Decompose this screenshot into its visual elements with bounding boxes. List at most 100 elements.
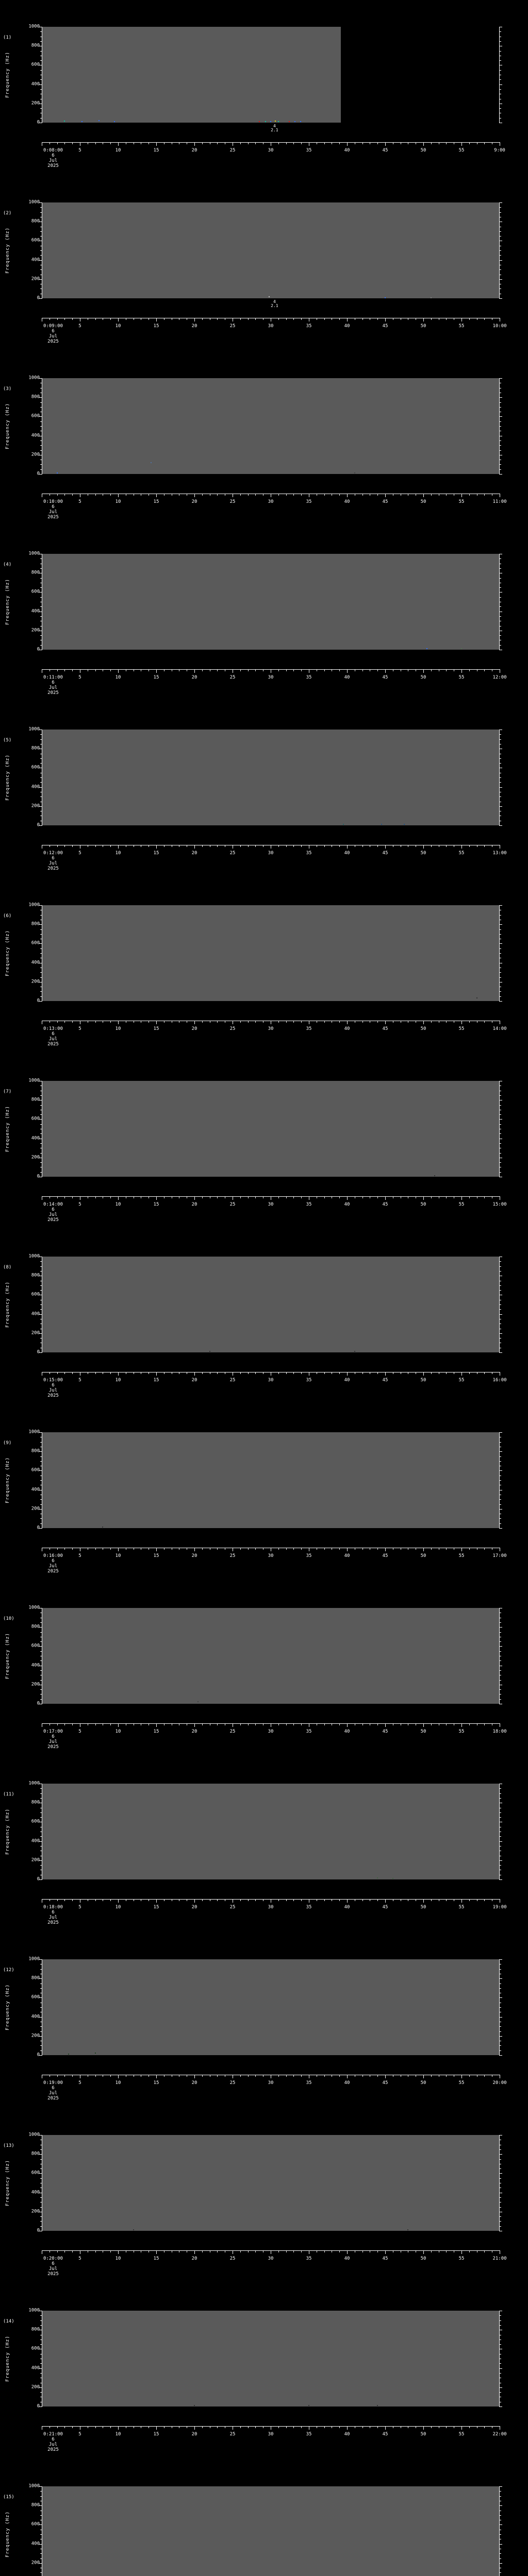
x-axis-tick bbox=[339, 2250, 340, 2252]
x-axis-tick bbox=[347, 669, 348, 673]
y-axis-tick bbox=[40, 1680, 42, 1681]
x-axis-tick bbox=[347, 1196, 348, 1200]
x-axis-tick-label: 35 bbox=[306, 324, 312, 329]
x-axis-tick-label: 20 bbox=[191, 1553, 197, 1558]
x-axis-tick-label: 5 bbox=[78, 2256, 81, 2261]
y-axis-tick-label: 600 bbox=[31, 940, 40, 946]
x-axis-tick-label: 50 bbox=[420, 148, 426, 153]
x-axis-tick bbox=[469, 1021, 470, 1023]
x-axis-tick bbox=[469, 142, 470, 144]
x-axis-tick-label: 50 bbox=[420, 324, 426, 329]
y-axis-tick bbox=[499, 464, 501, 465]
x-axis-tick bbox=[461, 494, 462, 497]
y-axis-tick bbox=[40, 1114, 42, 1115]
x-axis-tick bbox=[194, 1548, 195, 1551]
x-axis-tick bbox=[286, 845, 287, 847]
x-axis-date-part: 6 bbox=[52, 329, 55, 334]
x-axis-tick-label: 45 bbox=[382, 1202, 388, 1207]
x-axis-tick bbox=[240, 494, 241, 496]
y-axis-tick bbox=[40, 777, 42, 778]
y-axis-tick bbox=[499, 445, 501, 446]
x-axis-tick bbox=[293, 494, 294, 496]
y-axis-tick bbox=[39, 260, 42, 261]
x-axis-tick-label: 25 bbox=[229, 1905, 236, 1910]
x-axis-tick-label: 55 bbox=[458, 1026, 465, 1031]
x-axis-tick-label: 30 bbox=[268, 324, 274, 329]
plot-area bbox=[42, 730, 500, 825]
y-axis-tick-label: 0 bbox=[37, 647, 40, 652]
x-axis-tick bbox=[156, 1548, 157, 1551]
x-axis bbox=[42, 1723, 500, 1727]
data-point bbox=[342, 823, 344, 825]
x-axis-tick-label: 45 bbox=[382, 1553, 388, 1558]
y-axis-tick bbox=[499, 1959, 502, 1960]
y-axis-tick bbox=[39, 943, 42, 944]
y-axis-tick bbox=[499, 2026, 501, 2027]
y-axis-tick bbox=[499, 2036, 502, 2037]
x-axis-tick bbox=[362, 2075, 363, 2077]
x-axis-tick-label: 15 bbox=[153, 2432, 159, 2437]
x-axis-tick bbox=[148, 1723, 150, 1725]
y-axis-tick bbox=[499, 558, 501, 560]
y-axis-tick bbox=[499, 298, 502, 299]
x-axis-tick bbox=[385, 1723, 386, 1727]
y-axis-tick bbox=[499, 1133, 501, 1134]
x-axis-tick-label: 5 bbox=[78, 675, 81, 680]
x-axis-tick-label: 45 bbox=[382, 2256, 388, 2261]
y-axis-tick bbox=[499, 616, 501, 617]
x-axis-tick bbox=[431, 1021, 432, 1023]
x-axis-tick-label: 10 bbox=[115, 499, 121, 504]
x-axis-tick bbox=[484, 318, 485, 320]
y-axis-tick bbox=[40, 2572, 42, 2573]
y-axis-tick bbox=[499, 606, 501, 607]
x-axis-tick bbox=[423, 2075, 424, 2078]
chart-panel: 0 200 400 600 800 1000 Frequency (Hz) (8) 0:15:0… bbox=[0, 1233, 528, 1409]
y-axis-tick bbox=[499, 2055, 502, 2056]
x-axis-tick bbox=[248, 1723, 249, 1725]
x-axis-tick bbox=[110, 1196, 111, 1198]
data-annotation: 4 2.1 bbox=[271, 300, 278, 308]
x-axis-date-part: 2025 bbox=[47, 2272, 59, 2277]
x-axis-tick bbox=[286, 2075, 287, 2077]
x-axis-date-part: 2025 bbox=[47, 1744, 59, 1750]
y-axis-tick bbox=[499, 1509, 502, 1510]
y-axis-tick bbox=[40, 1153, 42, 1154]
x-axis-tick bbox=[484, 1372, 485, 1374]
y-axis-tick-label: 200 bbox=[31, 1682, 40, 1687]
x-axis-end-label: 13:00 bbox=[492, 851, 507, 856]
x-axis-start-time: 0:09:00 bbox=[43, 324, 63, 329]
data-point bbox=[392, 1877, 393, 1879]
x-axis-tick bbox=[156, 1723, 157, 1727]
x-axis-tick bbox=[362, 669, 363, 671]
x-axis-tick bbox=[362, 1723, 363, 1725]
x-axis-end-label: 11:00 bbox=[492, 499, 507, 504]
y-axis-tick bbox=[40, 1622, 42, 1623]
y-axis-tick bbox=[40, 996, 42, 997]
y-axis-tick bbox=[40, 758, 42, 759]
x-axis-tick bbox=[347, 1899, 348, 1903]
x-axis-tick bbox=[385, 2250, 386, 2254]
x-axis-tick-label: 40 bbox=[344, 499, 350, 504]
y-axis-tick bbox=[499, 1451, 502, 1452]
y-axis-tick bbox=[40, 2159, 42, 2160]
y-axis-tick bbox=[40, 60, 42, 61]
x-axis-tick bbox=[461, 1196, 462, 1200]
x-axis-tick bbox=[461, 1899, 462, 1903]
x-axis-tick bbox=[446, 1021, 447, 1023]
y-axis-tick bbox=[499, 89, 501, 90]
x-axis-tick bbox=[446, 1196, 447, 1198]
y-axis-tick bbox=[40, 1670, 42, 1671]
y-axis-title-text: Frequency (Hz) bbox=[5, 2511, 11, 2557]
data-point bbox=[113, 121, 115, 123]
x-axis-tick-label: 5 bbox=[78, 1202, 81, 1207]
y-axis-tick bbox=[499, 758, 501, 759]
x-axis-tick bbox=[57, 669, 58, 671]
x-axis-tick-label: 20 bbox=[191, 1378, 197, 1383]
y-axis-tick bbox=[499, 1836, 501, 1837]
y-axis-tick bbox=[39, 2036, 42, 2037]
x-axis-tick-label: 45 bbox=[382, 1905, 388, 1910]
x-axis-tick bbox=[446, 1723, 447, 1725]
y-axis-tick-label: 800 bbox=[31, 2151, 40, 2157]
x-axis-tick-label: 25 bbox=[229, 1378, 236, 1383]
x-axis-start-label: 0:13:00 6 Jul 2025 bbox=[43, 1026, 63, 1047]
